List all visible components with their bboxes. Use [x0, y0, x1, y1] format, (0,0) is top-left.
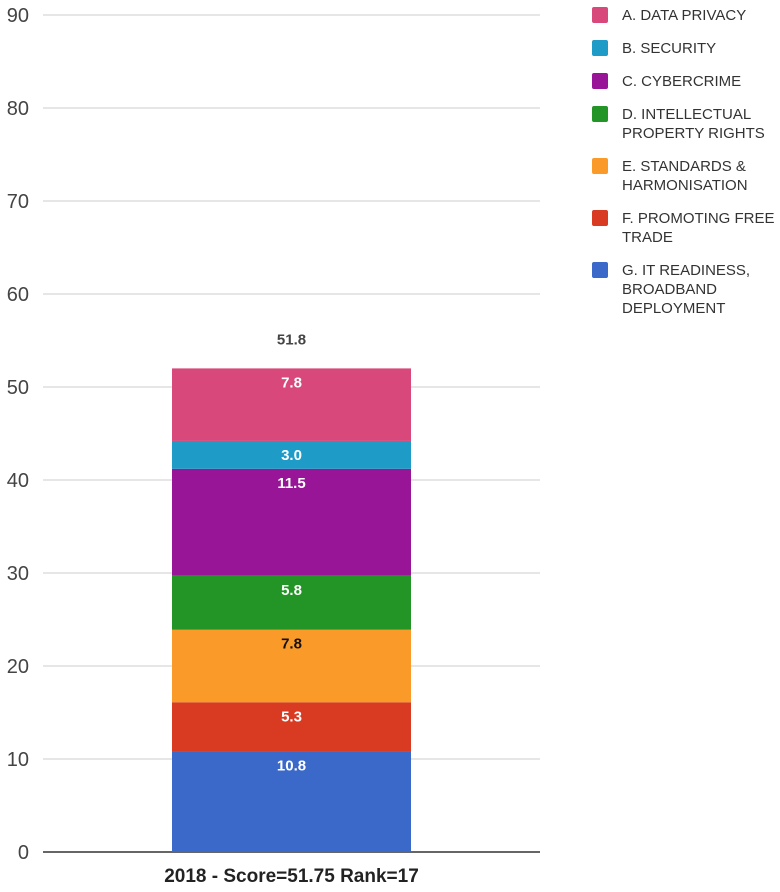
segment-value-label: 7.8: [281, 636, 302, 653]
legend-item-free-trade: F. PROMOTING FREE TRADE: [592, 209, 778, 247]
legend-item-security: B. SECURITY: [592, 39, 778, 58]
y-tick-label: 10: [7, 749, 29, 771]
legend-label: F. PROMOTING FREE TRADE: [622, 210, 775, 246]
segment-value-label: 3.0: [281, 447, 302, 464]
bar-segment-e-standards-harmonisation: [172, 629, 411, 703]
segment-labels: 10.8 5.3 7.8 5.8 11.5 3.0 7.8: [277, 374, 306, 774]
legend-item-it-readiness: G. IT READINESS, BROADBAND DEPLOYMENT: [592, 261, 778, 318]
y-tick-label: 60: [7, 284, 29, 306]
bar-stack: [172, 368, 411, 852]
legend-label: A. DATA PRIVACY: [622, 7, 747, 24]
legend-label: D. INTELLECTUAL PROPERTY RIGHTS: [622, 106, 765, 142]
bar-segment-b-security: [172, 440, 411, 469]
segment-value-label: 5.8: [281, 582, 302, 599]
segment-value-label: 10.8: [277, 758, 306, 775]
y-tick-label: 50: [7, 377, 29, 399]
bar-segment-g-it-readiness-broadband-deployment: [172, 751, 411, 852]
y-tick-label: 90: [7, 5, 29, 27]
x-category-label: 2018 - Score=51.75 Rank=17: [164, 866, 419, 887]
legend: A. DATA PRIVACY B. SECURITY C. CYBERCRIM…: [592, 6, 778, 332]
legend-swatch: [592, 73, 608, 89]
y-tick-label: 30: [7, 563, 29, 585]
legend-swatch: [592, 210, 608, 226]
legend-label: C. CYBERCRIME: [622, 73, 742, 90]
bar-segment-c-cybercrime: [172, 468, 411, 576]
y-tick-label: 40: [7, 470, 29, 492]
legend-item-cybercrime: C. CYBERCRIME: [592, 72, 778, 91]
legend-swatch: [592, 106, 608, 122]
y-axis-ticks: 0 10 20 30 40 50 60 70 80 90: [7, 5, 29, 864]
legend-item-data-privacy: A. DATA PRIVACY: [592, 6, 778, 25]
bar-segment-f-promoting-free-trade: [172, 702, 411, 752]
bar-segment-d-intellectual-property-rights: [172, 575, 411, 630]
y-tick-label: 20: [7, 656, 29, 678]
bar-segment-a-data-privacy: [172, 368, 411, 441]
y-tick-label: 80: [7, 98, 29, 120]
segment-value-label: 7.8: [281, 374, 302, 391]
legend-swatch: [592, 40, 608, 56]
legend-swatch: [592, 262, 608, 278]
legend-swatch: [592, 7, 608, 23]
segment-value-label: 5.3: [281, 708, 302, 725]
legend-label: E. STANDARDS & HARMONISATION: [622, 158, 748, 194]
legend-item-standards: E. STANDARDS & HARMONISATION: [592, 157, 778, 195]
legend-swatch: [592, 158, 608, 174]
legend-label: G. IT READINESS, BROADBAND DEPLOYMENT: [622, 262, 751, 317]
segment-value-label: 11.5: [277, 475, 305, 492]
total-label: 51.8: [277, 331, 306, 348]
legend-label: B. SECURITY: [622, 40, 717, 57]
y-tick-label: 70: [7, 191, 29, 213]
legend-item-intellectual-property: D. INTELLECTUAL PROPERTY RIGHTS: [592, 105, 778, 143]
y-tick-label: 0: [18, 842, 29, 864]
